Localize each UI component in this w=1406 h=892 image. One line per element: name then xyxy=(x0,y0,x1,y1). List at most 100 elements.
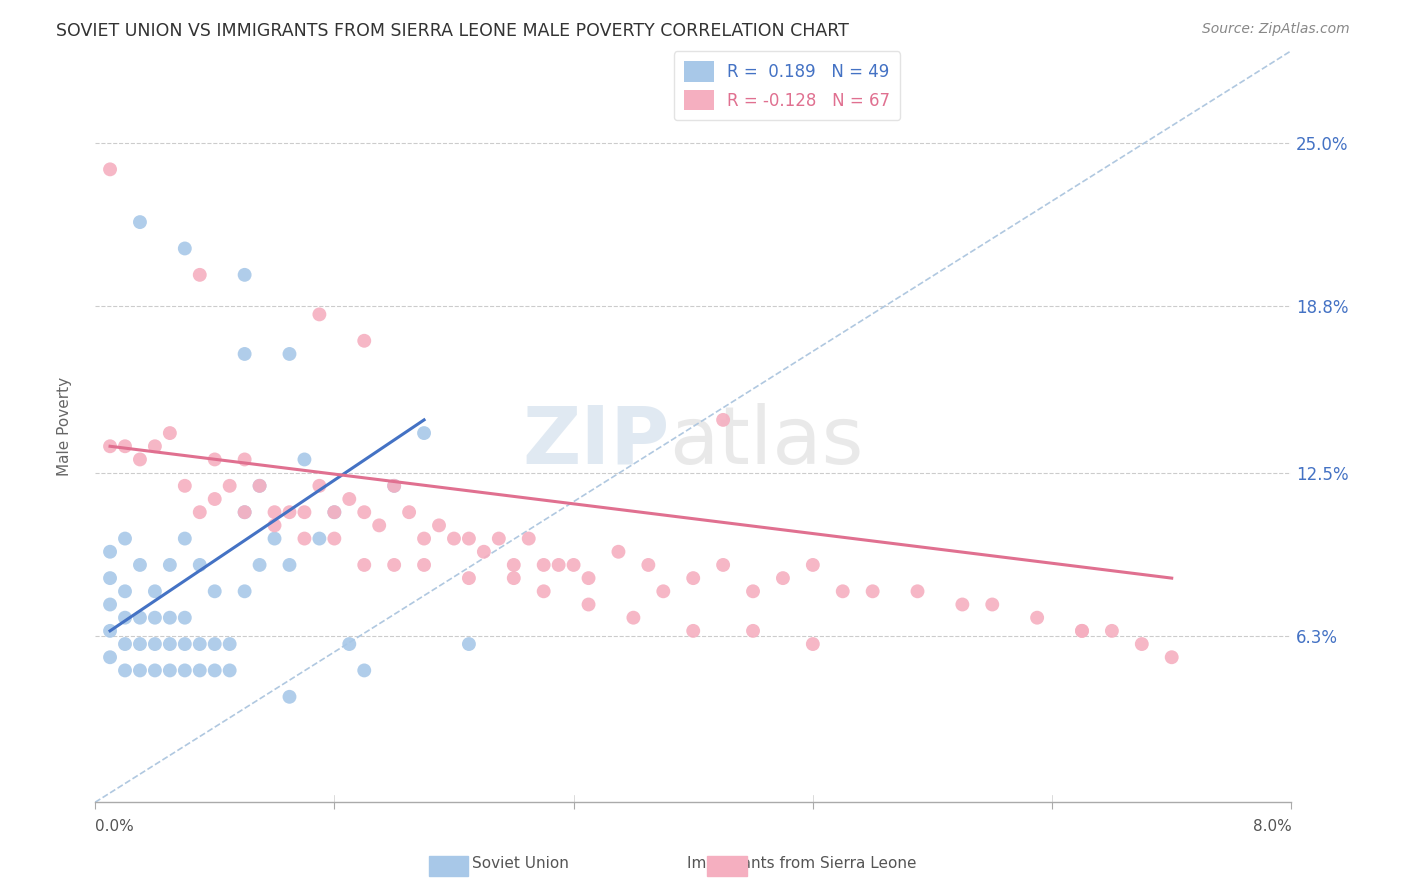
Point xyxy=(323,505,346,519)
Point xyxy=(204,452,226,467)
Point xyxy=(114,610,136,624)
Point xyxy=(143,584,166,599)
Point xyxy=(413,532,436,546)
Point xyxy=(458,532,481,546)
Point xyxy=(1071,624,1094,638)
Point xyxy=(173,637,195,651)
Point xyxy=(159,637,181,651)
Point xyxy=(204,637,226,651)
Point xyxy=(98,650,121,665)
Point xyxy=(173,532,195,546)
Point xyxy=(114,584,136,599)
Point xyxy=(1130,637,1153,651)
Point xyxy=(278,558,301,572)
Point xyxy=(398,505,420,519)
Point xyxy=(278,690,301,704)
Point xyxy=(711,558,734,572)
Point xyxy=(413,558,436,572)
Point xyxy=(607,545,630,559)
Point xyxy=(218,479,240,493)
Point xyxy=(218,664,240,678)
Point xyxy=(143,610,166,624)
Point xyxy=(159,426,181,441)
Text: 8.0%: 8.0% xyxy=(1253,819,1291,834)
Point xyxy=(98,571,121,585)
Point xyxy=(950,598,973,612)
Point xyxy=(188,664,211,678)
Point xyxy=(1101,624,1123,638)
Point xyxy=(249,479,271,493)
Point xyxy=(204,584,226,599)
Point xyxy=(143,664,166,678)
Point xyxy=(742,584,765,599)
Point xyxy=(98,624,121,638)
Point xyxy=(114,439,136,453)
Text: SOVIET UNION VS IMMIGRANTS FROM SIERRA LEONE MALE POVERTY CORRELATION CHART: SOVIET UNION VS IMMIGRANTS FROM SIERRA L… xyxy=(56,22,849,40)
Point xyxy=(294,532,316,546)
Point xyxy=(263,505,285,519)
Point xyxy=(233,505,256,519)
Point xyxy=(188,268,211,282)
Point xyxy=(308,532,330,546)
Point xyxy=(831,584,853,599)
Point xyxy=(188,505,211,519)
Point xyxy=(1160,650,1182,665)
Point xyxy=(204,664,226,678)
Point xyxy=(98,598,121,612)
Point xyxy=(204,491,226,506)
Legend: R =  0.189   N = 49, R = -0.128   N = 67: R = 0.189 N = 49, R = -0.128 N = 67 xyxy=(673,52,900,120)
Text: Immigrants from Sierra Leone: Immigrants from Sierra Leone xyxy=(686,856,917,871)
Point xyxy=(278,347,301,361)
Point xyxy=(502,558,524,572)
Point xyxy=(488,532,510,546)
Point xyxy=(547,558,569,572)
Point xyxy=(173,664,195,678)
Point xyxy=(143,439,166,453)
Point xyxy=(233,505,256,519)
Point xyxy=(1071,624,1094,638)
Point xyxy=(173,479,195,493)
Point xyxy=(114,664,136,678)
Point xyxy=(907,584,929,599)
Point xyxy=(294,505,316,519)
Point xyxy=(772,571,794,585)
Point xyxy=(458,571,481,585)
Point xyxy=(129,637,152,651)
Point xyxy=(278,505,301,519)
Point xyxy=(129,215,152,229)
Point xyxy=(652,584,675,599)
Point xyxy=(533,558,555,572)
Point xyxy=(129,664,152,678)
Point xyxy=(443,532,465,546)
Point xyxy=(472,545,495,559)
Point xyxy=(502,571,524,585)
Point xyxy=(98,545,121,559)
Point xyxy=(159,610,181,624)
Point xyxy=(517,532,540,546)
Point xyxy=(143,637,166,651)
Text: atlas: atlas xyxy=(669,402,863,481)
Point xyxy=(129,452,152,467)
Point xyxy=(353,558,375,572)
Point xyxy=(801,637,824,651)
Point xyxy=(353,334,375,348)
Point xyxy=(159,558,181,572)
Point xyxy=(742,624,765,638)
Point xyxy=(233,268,256,282)
Text: Source: ZipAtlas.com: Source: ZipAtlas.com xyxy=(1202,22,1350,37)
Point xyxy=(233,347,256,361)
Point xyxy=(368,518,391,533)
Point xyxy=(981,598,1004,612)
Point xyxy=(682,624,704,638)
Point xyxy=(323,505,346,519)
Point xyxy=(337,637,360,651)
Point xyxy=(323,532,346,546)
Point xyxy=(188,637,211,651)
Point xyxy=(427,518,450,533)
Text: 0.0%: 0.0% xyxy=(96,819,134,834)
Point xyxy=(382,558,405,572)
Point xyxy=(263,532,285,546)
Point xyxy=(308,479,330,493)
Point xyxy=(1026,610,1049,624)
Point xyxy=(562,558,585,572)
